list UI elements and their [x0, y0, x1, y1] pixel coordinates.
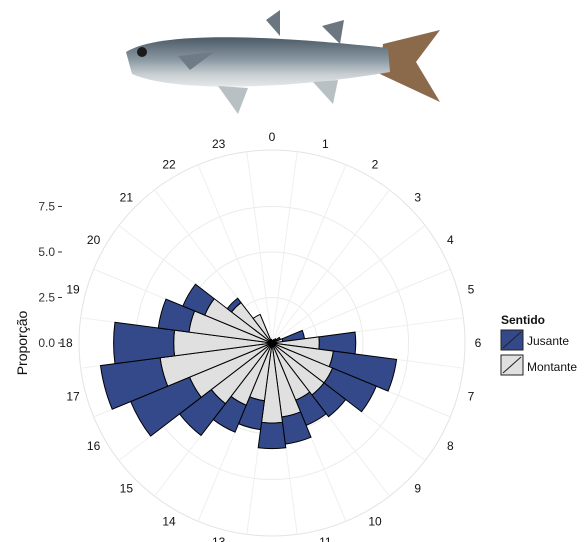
hour-label-22: 22: [162, 158, 176, 172]
y-tick-label: 5.0: [38, 245, 55, 259]
hour-label-5: 5: [468, 283, 475, 297]
hour-label-16: 16: [87, 439, 101, 453]
legend: Sentido Jusante Montante: [501, 313, 577, 375]
hour-label-21: 21: [120, 190, 134, 204]
polar-bars: [101, 284, 397, 448]
legend-item-montante: Montante: [501, 355, 577, 375]
hour-label-10: 10: [368, 514, 382, 528]
legend-item-jusante: Jusante: [501, 330, 569, 350]
legend-label-montante: Montante: [527, 360, 577, 374]
hour-label-4: 4: [447, 233, 454, 247]
hour-label-7: 7: [468, 389, 475, 403]
y-tick-label: 2.5: [38, 290, 55, 304]
hour-label-0: 0: [269, 130, 276, 144]
hour-label-17: 17: [66, 389, 80, 403]
hour-label-13: 13: [212, 535, 226, 542]
hour-label-14: 14: [162, 514, 176, 528]
hour-label-8: 8: [447, 439, 454, 453]
legend-label-jusante: Jusante: [527, 334, 569, 348]
hour-label-20: 20: [87, 233, 101, 247]
hour-label-15: 15: [120, 482, 134, 496]
hour-label-3: 3: [414, 190, 421, 204]
legend-title: Sentido: [501, 313, 545, 327]
y-axis: 0.0 2.5 5.0 7.5: [38, 199, 62, 350]
bar-jusante-hour-12: [258, 422, 286, 448]
hour-label-19: 19: [66, 283, 80, 297]
y-axis-title: Proporção: [14, 310, 30, 375]
hour-label-1: 1: [322, 137, 329, 151]
hour-label-9: 9: [414, 482, 421, 496]
hour-label-23: 23: [212, 137, 226, 151]
hour-label-11: 11: [319, 535, 332, 542]
hour-label-2: 2: [372, 158, 379, 172]
y-tick-label: 7.5: [38, 199, 55, 213]
y-tick-label: 0.0: [38, 336, 55, 350]
hour-label-6: 6: [475, 336, 482, 350]
